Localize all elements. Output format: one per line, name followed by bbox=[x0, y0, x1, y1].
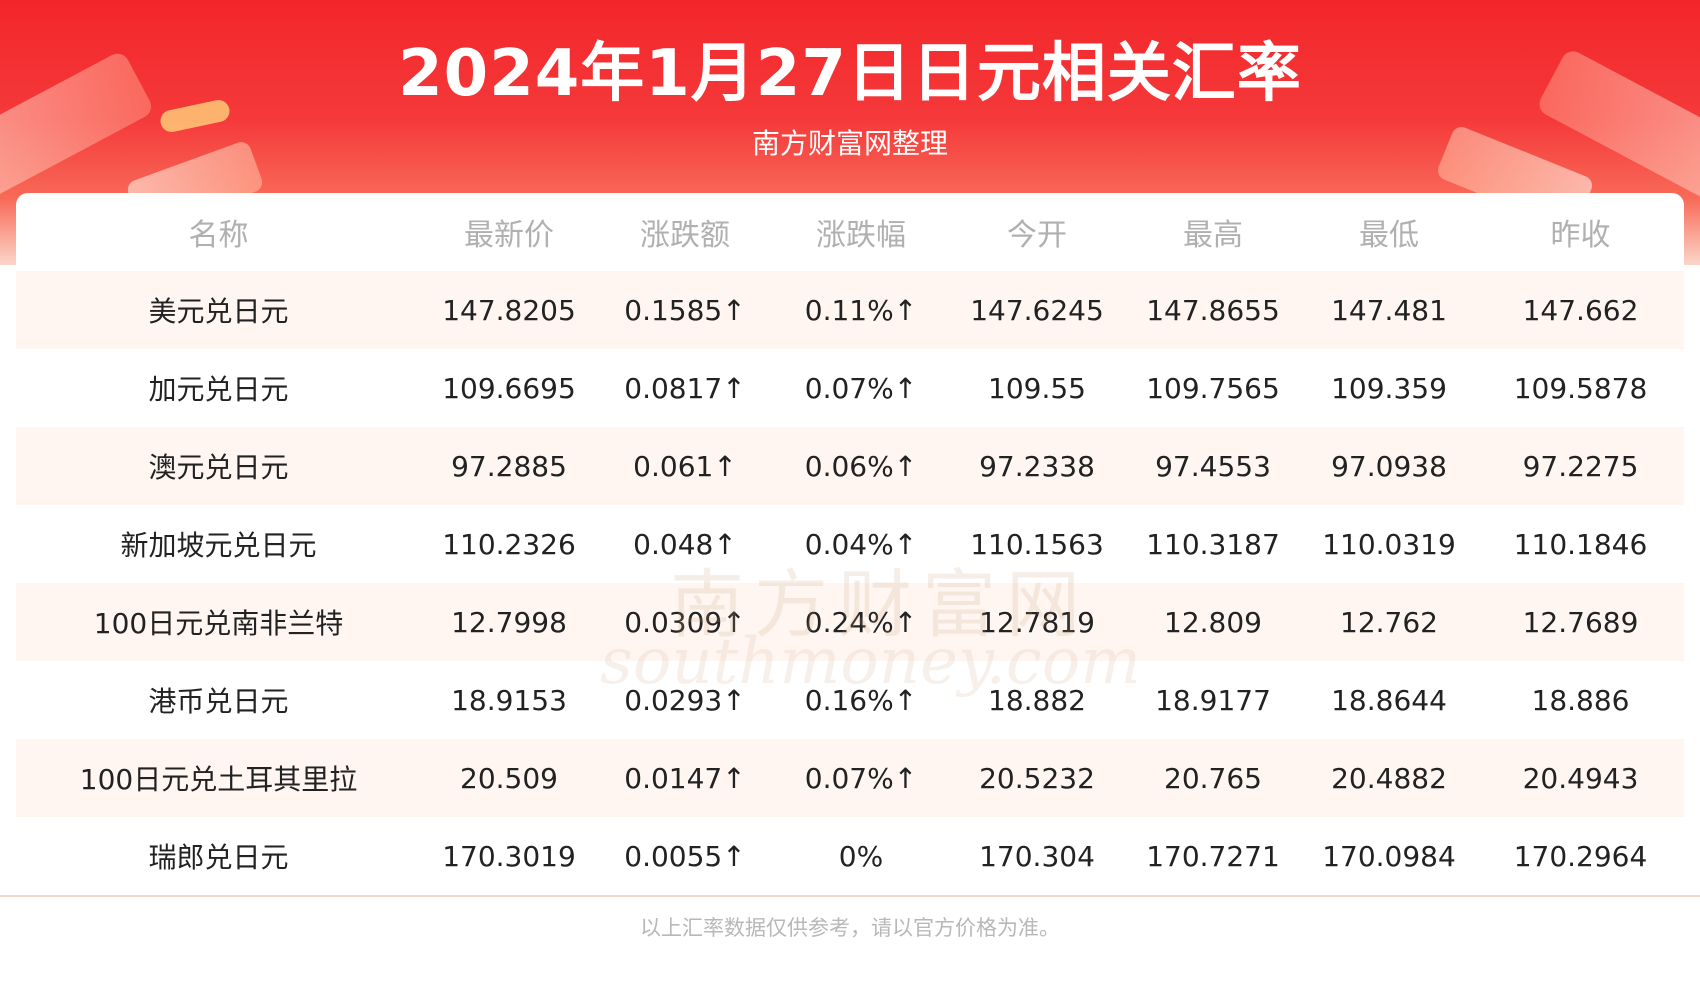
table-row: 100日元兑南非兰特 12.7998 0.0309 0.24% 12.7819 … bbox=[16, 583, 1684, 661]
table-row: 美元兑日元 147.8205 0.1585 0.11% 147.6245 147… bbox=[16, 271, 1684, 349]
open-price: 110.1563 bbox=[949, 505, 1125, 583]
table-row: 澳元兑日元 97.2885 0.061 0.06% 97.2338 97.455… bbox=[16, 427, 1684, 505]
open-price: 20.5232 bbox=[949, 739, 1125, 817]
column-header-name: 名称 bbox=[188, 218, 249, 253]
open-price: 147.6245 bbox=[949, 271, 1125, 349]
column-header-change: 涨跌额 bbox=[640, 218, 730, 253]
change-percent: 0.24% bbox=[773, 583, 949, 661]
low-price: 12.762 bbox=[1301, 583, 1477, 661]
latest-price: 147.8205 bbox=[421, 271, 597, 349]
latest-price: 18.9153 bbox=[421, 661, 597, 739]
prev-close-price: 110.1846 bbox=[1477, 505, 1684, 583]
table-row: 新加坡元兑日元 110.2326 0.048 0.04% 110.1563 11… bbox=[16, 505, 1684, 583]
latest-price: 12.7998 bbox=[421, 583, 597, 661]
change-amount: 0.0817 bbox=[597, 349, 773, 427]
low-price: 170.0984 bbox=[1301, 817, 1477, 895]
footer-divider bbox=[0, 895, 1700, 897]
column-header-low: 最低 bbox=[1359, 218, 1419, 253]
change-percent: 0.16% bbox=[773, 661, 949, 739]
column-header-high: 最高 bbox=[1183, 218, 1243, 253]
high-price: 97.4553 bbox=[1125, 427, 1301, 505]
change-percent: 0.07% bbox=[773, 739, 949, 817]
currency-pair-name: 100日元兑南非兰特 bbox=[16, 583, 421, 661]
currency-pair-name: 加元兑日元 bbox=[16, 349, 421, 427]
currency-pair-name: 瑞郎兑日元 bbox=[16, 817, 421, 895]
change-amount: 0.1585 bbox=[597, 271, 773, 349]
change-amount: 0.0055 bbox=[597, 817, 773, 895]
high-price: 20.765 bbox=[1125, 739, 1301, 817]
currency-pair-name: 港币兑日元 bbox=[16, 661, 421, 739]
change-percent: 0.07% bbox=[773, 349, 949, 427]
change-percent: 0.11% bbox=[773, 271, 949, 349]
low-price: 109.359 bbox=[1301, 349, 1477, 427]
open-price: 12.7819 bbox=[949, 583, 1125, 661]
low-price: 18.8644 bbox=[1301, 661, 1477, 739]
latest-price: 97.2885 bbox=[421, 427, 597, 505]
low-price: 110.0319 bbox=[1301, 505, 1477, 583]
latest-price: 110.2326 bbox=[421, 505, 597, 583]
low-price: 97.0938 bbox=[1301, 427, 1477, 505]
open-price: 170.304 bbox=[949, 817, 1125, 895]
high-price: 12.809 bbox=[1125, 583, 1301, 661]
change-amount: 0.0293 bbox=[597, 661, 773, 739]
prev-close-price: 109.5878 bbox=[1477, 349, 1684, 427]
change-percent: 0% bbox=[773, 817, 949, 895]
change-percent: 0.06% bbox=[773, 427, 949, 505]
column-header-prev-close: 昨收 bbox=[1550, 218, 1611, 253]
open-price: 97.2338 bbox=[949, 427, 1125, 505]
prev-close-price: 147.662 bbox=[1477, 271, 1684, 349]
column-header-latest: 最新价 bbox=[464, 218, 554, 253]
disclaimer-note: 以上汇率数据仅供参考，请以官方价格为准。 bbox=[640, 916, 1060, 940]
currency-pair-name: 澳元兑日元 bbox=[16, 427, 421, 505]
currency-pair-name: 美元兑日元 bbox=[16, 271, 421, 349]
change-amount: 0.048 bbox=[597, 505, 773, 583]
open-price: 109.55 bbox=[949, 349, 1125, 427]
high-price: 110.3187 bbox=[1125, 505, 1301, 583]
page-title: 2024年1月27日日元相关汇率 bbox=[398, 37, 1302, 111]
latest-price: 109.6695 bbox=[421, 349, 597, 427]
change-amount: 0.0147 bbox=[597, 739, 773, 817]
column-header-change-pct: 涨跌幅 bbox=[816, 218, 906, 253]
latest-price: 20.509 bbox=[421, 739, 597, 817]
currency-pair-name: 新加坡元兑日元 bbox=[16, 505, 421, 583]
high-price: 109.7565 bbox=[1125, 349, 1301, 427]
prev-close-price: 170.2964 bbox=[1477, 817, 1684, 895]
currency-pair-name: 100日元兑土耳其里拉 bbox=[16, 739, 421, 817]
latest-price: 170.3019 bbox=[421, 817, 597, 895]
table-row: 100日元兑土耳其里拉 20.509 0.0147 0.07% 20.5232 … bbox=[16, 739, 1684, 817]
open-price: 18.882 bbox=[949, 661, 1125, 739]
table-row: 港币兑日元 18.9153 0.0293 0.16% 18.882 18.917… bbox=[16, 661, 1684, 739]
low-price: 20.4882 bbox=[1301, 739, 1477, 817]
table-header-row: 名称 最新价 涨跌额 涨跌幅 今开 最高 最低 昨收 bbox=[16, 193, 1684, 271]
prev-close-price: 18.886 bbox=[1477, 661, 1684, 739]
high-price: 18.9177 bbox=[1125, 661, 1301, 739]
prev-close-price: 12.7689 bbox=[1477, 583, 1684, 661]
high-price: 147.8655 bbox=[1125, 271, 1301, 349]
page-subtitle: 南方财富网整理 bbox=[751, 127, 948, 160]
low-price: 147.481 bbox=[1301, 271, 1477, 349]
change-percent: 0.04% bbox=[773, 505, 949, 583]
prev-close-price: 97.2275 bbox=[1477, 427, 1684, 505]
change-amount: 0.0309 bbox=[597, 583, 773, 661]
table-row: 加元兑日元 109.6695 0.0817 0.07% 109.55 109.7… bbox=[16, 349, 1684, 427]
table-row: 瑞郎兑日元 170.3019 0.0055 0% 170.304 170.727… bbox=[16, 817, 1684, 895]
column-header-open: 今开 bbox=[1007, 218, 1067, 253]
exchange-rate-table: 名称 最新价 涨跌额 涨跌幅 今开 最高 最低 昨收 美元兑日元 147.820… bbox=[16, 193, 1684, 895]
prev-close-price: 20.4943 bbox=[1477, 739, 1684, 817]
change-amount: 0.061 bbox=[597, 427, 773, 505]
high-price: 170.7271 bbox=[1125, 817, 1301, 895]
